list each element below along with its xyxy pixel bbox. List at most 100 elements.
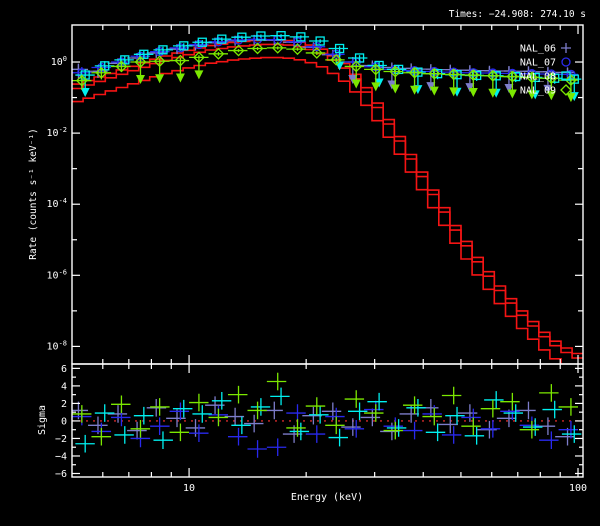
upper-limit-arrow: [566, 93, 576, 103]
diamond-marker: [565, 74, 577, 87]
square-marker: [256, 31, 266, 41]
upper-limit-arrow: [155, 74, 165, 84]
diamond-marker: [212, 47, 225, 60]
diamond-marker: [506, 70, 519, 83]
square-marker: [120, 55, 130, 65]
model-curve: [72, 43, 583, 359]
model-curve: [72, 56, 562, 364]
upper-limit-arrow: [80, 88, 90, 98]
diamond-marker: [291, 43, 304, 56]
sigma-tick-label: −2: [55, 434, 67, 445]
rate-tick-label: 10-2: [47, 126, 67, 139]
diamond-marker: [447, 68, 460, 81]
rate-axis-label: Rate (counts s⁻¹ keV⁻¹): [28, 128, 39, 260]
diamond-marker: [408, 66, 421, 79]
diamond-marker: [389, 65, 402, 78]
square-marker: [100, 61, 110, 71]
y-tick-labels: 100 10-2 10-4 10-6 10-8 6 4 2 0 −2 −4 −6: [47, 55, 67, 480]
x-tick-label-10: 10: [183, 483, 195, 494]
square-marker: [296, 32, 306, 42]
rate-tick-label: 10-4: [47, 197, 67, 210]
square-marker: [179, 41, 189, 51]
upper-limit-arrow: [504, 83, 514, 93]
axis-ticks: [72, 25, 583, 477]
upper-limit-arrow: [468, 88, 478, 98]
diamond-marker: [115, 60, 128, 73]
square-marker: [217, 34, 227, 44]
diamond-marker: [545, 72, 558, 85]
circle-marker: [175, 43, 186, 53]
square-marker: [315, 36, 325, 46]
dataset-NAL_08: [75, 31, 582, 102]
diamond-marker: [525, 71, 538, 84]
sigma-tick-label: −6: [55, 469, 67, 480]
sigma-tick-label: 4: [61, 381, 67, 392]
times-label: Times: −24.908: 274.10 s: [449, 9, 586, 20]
diamond-marker: [153, 55, 166, 68]
x-axis-label: Energy (keV): [291, 492, 363, 503]
sigma-tick-label: 0: [61, 416, 67, 427]
diamond-marker: [467, 69, 480, 81]
main-panel-frame: [71, 24, 584, 365]
diamond-marker: [330, 53, 343, 66]
square-marker: [334, 43, 345, 54]
diamond-marker: [271, 41, 284, 54]
circle-marker: [561, 57, 571, 67]
square-marker: [276, 31, 286, 41]
diamond-marker: [486, 69, 499, 82]
diamond-marker: [560, 84, 572, 96]
diamond-marker: [369, 63, 382, 76]
upper-limit-arrow: [194, 70, 204, 80]
circle-marker: [233, 35, 244, 45]
upper-limit-arrow: [410, 85, 420, 95]
square-marker: [197, 37, 207, 47]
diamond-marker: [310, 47, 323, 59]
square-marker: [237, 32, 247, 42]
square-marker: [139, 49, 149, 59]
rate-tick-label: 10-8: [47, 339, 67, 352]
upper-limit-arrow: [465, 83, 475, 93]
square-marker: [561, 71, 571, 81]
square-marker: [354, 53, 365, 63]
residual-points: [72, 372, 582, 458]
square-marker: [158, 45, 168, 55]
sigma-tick-label: −4: [55, 451, 67, 462]
legend: NAL_06 NAL_07 NAL_08 NAL_09: [520, 43, 572, 97]
residual-panel-frame: [71, 363, 584, 478]
dataset-NAL_09: [72, 41, 579, 103]
rate-tick-label: 10-6: [47, 268, 67, 281]
upper-limit-arrow: [371, 82, 381, 92]
dataset-NAL_06: [72, 34, 575, 94]
legend-label-NAL_06: NAL_06: [520, 44, 556, 55]
upper-limit-arrow: [449, 87, 459, 97]
residuals-NAL_08: [75, 387, 582, 453]
residuals-NAL_09: [72, 372, 579, 446]
model-step-curves: [72, 39, 583, 364]
upper-limit-arrow: [426, 82, 436, 92]
upper-limit-arrow: [335, 61, 345, 71]
circle-marker: [194, 39, 204, 50]
upper-limit-arrow: [507, 89, 517, 99]
x-tick-label-100: 100: [569, 483, 587, 494]
legend-label-NAL_07: NAL_07: [520, 58, 556, 69]
legend-label-NAL_08: NAL_08: [520, 72, 556, 83]
circle-marker: [292, 37, 303, 47]
diamond-marker: [251, 42, 264, 55]
diamond-marker: [193, 51, 205, 64]
diamond-marker: [134, 56, 147, 68]
upper-limit-arrow: [390, 84, 400, 94]
sigma-tick-label: 2: [61, 399, 67, 410]
diamond-marker: [428, 67, 441, 80]
plus-marker: [561, 43, 571, 53]
circle-marker: [312, 42, 322, 52]
upper-limit-arrow: [175, 73, 185, 83]
upper-limit-arrow: [135, 75, 145, 85]
legend-label-NAL_09: NAL_09: [520, 86, 556, 97]
diamond-marker: [350, 60, 363, 73]
diamond-marker: [95, 66, 108, 79]
diamond-marker: [174, 54, 187, 67]
spectrum-data-points: [72, 31, 582, 103]
upper-limit-arrow: [546, 91, 556, 101]
